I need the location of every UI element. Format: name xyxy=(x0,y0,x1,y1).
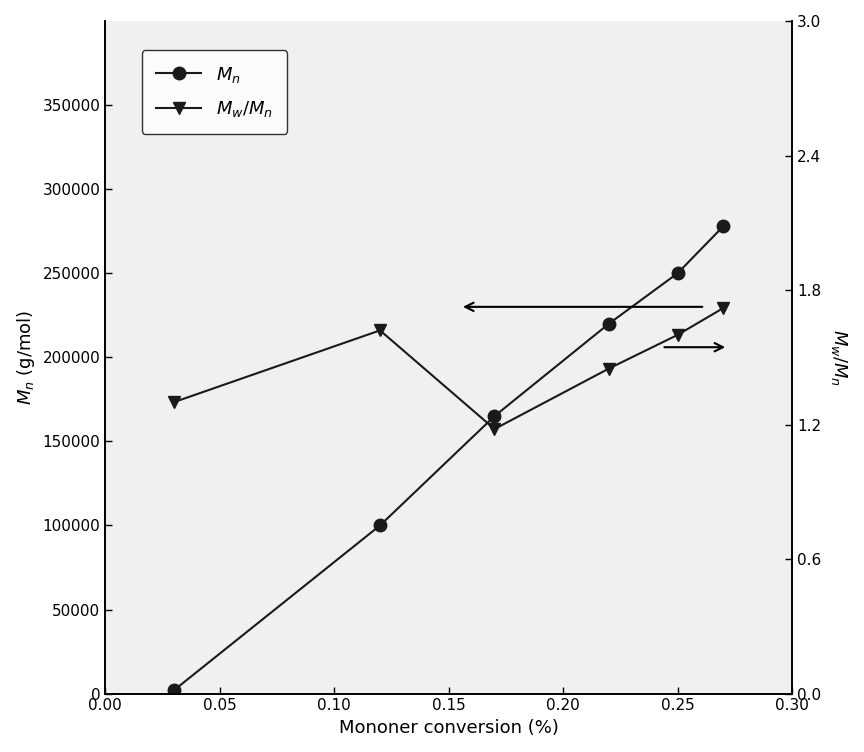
$M_w$/$M_n$ xyxy=(672,330,683,339)
$M_w$/$M_n$ xyxy=(604,364,614,373)
$M_n$ xyxy=(168,686,179,695)
$M_n$ xyxy=(604,319,614,328)
$M_w$/$M_n$ xyxy=(168,398,179,407)
Line: $M_w$/$M_n$: $M_w$/$M_n$ xyxy=(168,302,730,435)
$M_w$/$M_n$ xyxy=(489,425,499,434)
Legend: $M_n$, $M_w$/$M_n$: $M_n$, $M_w$/$M_n$ xyxy=(142,50,288,134)
X-axis label: Mononer conversion (%): Mononer conversion (%) xyxy=(339,719,559,737)
$M_w$/$M_n$ xyxy=(375,326,385,335)
$M_n$ xyxy=(489,411,499,420)
Y-axis label: $M_w$/$M_n$: $M_w$/$M_n$ xyxy=(829,329,849,386)
$M_n$ xyxy=(718,222,728,231)
$M_w$/$M_n$ xyxy=(718,304,728,313)
Y-axis label: $M_n$ (g/mol): $M_n$ (g/mol) xyxy=(15,310,37,405)
Line: $M_n$: $M_n$ xyxy=(168,220,730,696)
$M_n$ xyxy=(375,521,385,530)
$M_n$ xyxy=(672,268,683,277)
